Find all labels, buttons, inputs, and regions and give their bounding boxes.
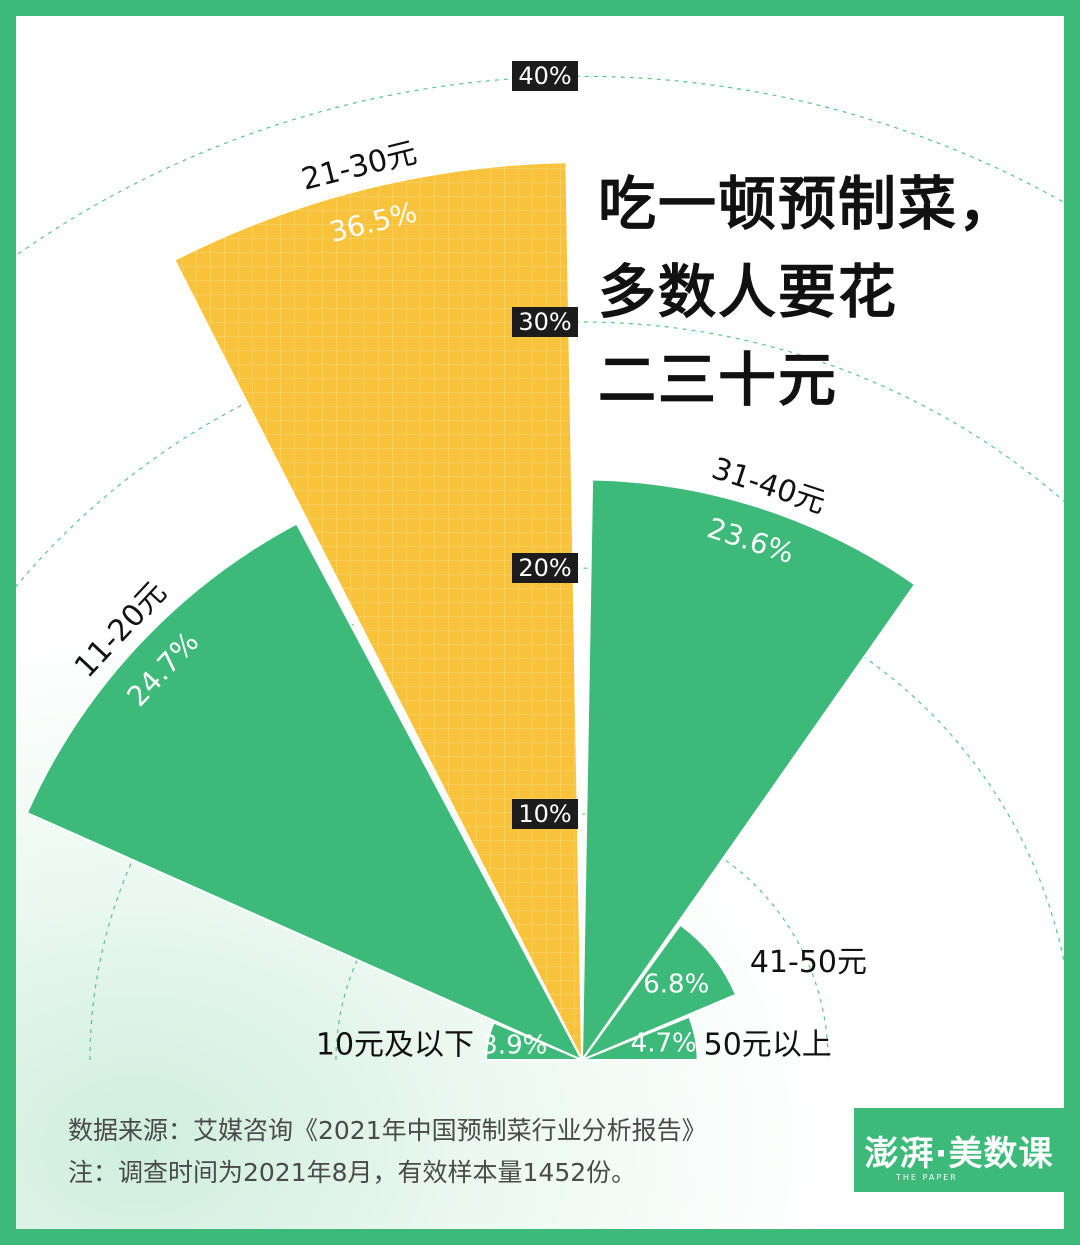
source-line-1: 数据来源：艾媒咨询《2021年中国预制菜行业分析报告》 bbox=[68, 1116, 707, 1145]
sector-0 bbox=[485, 1021, 583, 1061]
brand-logo: 澎湃·美数课 THE PAPER bbox=[854, 1108, 1064, 1192]
category-label-5: 50元以上 bbox=[704, 1028, 832, 1063]
ring-tag-2: 30% bbox=[518, 308, 571, 336]
sector-3 bbox=[580, 478, 917, 1064]
ring-tag-bg-0 bbox=[512, 799, 578, 829]
logo-subtext: THE PAPER bbox=[896, 1173, 958, 1182]
ring-tag-3: 40% bbox=[518, 62, 571, 90]
title-line-2: 多数人要花 bbox=[598, 258, 899, 326]
logo-text: 澎湃·美数课 bbox=[864, 1133, 1054, 1174]
value-label-5: 4.7% bbox=[631, 1029, 697, 1059]
category-label-0: 10元及以下 bbox=[316, 1028, 474, 1063]
category-label-4: 41-50元 bbox=[750, 945, 867, 980]
ring-tag-1: 20% bbox=[518, 554, 571, 582]
value-label-0: 3.9% bbox=[481, 1031, 547, 1061]
sector-1 bbox=[25, 522, 585, 1063]
title-line-3: 二三十元 bbox=[592, 336, 847, 426]
sector-4 bbox=[579, 923, 738, 1063]
source-note: 数据来源：艾媒咨询《2021年中国预制菜行业分析报告》 注：调查时间为2021年… bbox=[68, 1110, 707, 1194]
ring-tag-bg-3 bbox=[512, 61, 578, 91]
title-line-1: 吃一顿预制菜， bbox=[598, 170, 1019, 238]
sector-grid-2 bbox=[174, 162, 582, 1060]
ring-tag-bg-1 bbox=[512, 553, 578, 583]
title-line-3-text: 二三十元 bbox=[598, 346, 839, 414]
ring-tag-bg-2 bbox=[512, 307, 578, 337]
source-line-2: 注：调查时间为2021年8月，有效样本量1452份。 bbox=[68, 1158, 637, 1187]
sector-5 bbox=[581, 1015, 699, 1061]
ring-tag-0: 10% bbox=[518, 800, 571, 828]
value-label-4: 6.8% bbox=[643, 970, 709, 1000]
chart-title: 吃一顿预制菜， 多数人要花 二三十元 bbox=[592, 160, 1019, 426]
